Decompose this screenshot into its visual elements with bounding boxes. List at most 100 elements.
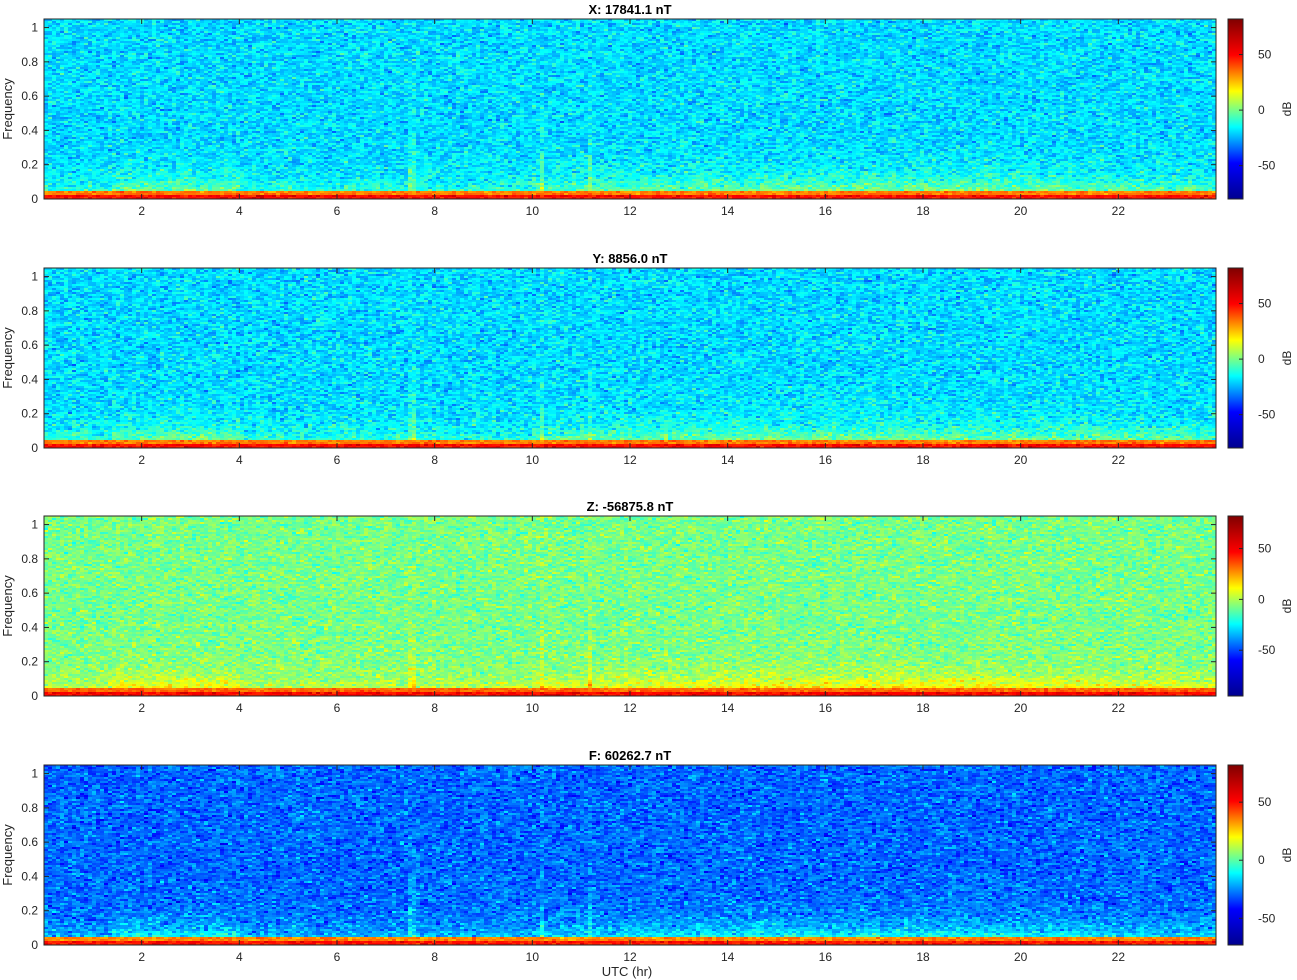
x-tick-label: 10 <box>526 701 540 715</box>
y-tick-label: 1 <box>31 270 38 284</box>
y-tick-label: 0.4 <box>21 869 38 883</box>
x-tick-label: 14 <box>721 453 735 467</box>
colorbar <box>1228 268 1243 448</box>
y-tick-label: 0 <box>31 192 38 206</box>
y-tick-label: 0.4 <box>21 372 38 386</box>
x-tick-label: 4 <box>236 204 243 218</box>
colorbar-tick-label: 0 <box>1258 352 1265 366</box>
colorbar-tick-label: 50 <box>1258 297 1272 311</box>
y-axis-label: Frequency <box>0 824 15 886</box>
x-tick-label: 18 <box>916 701 930 715</box>
colorbar <box>1228 765 1243 945</box>
x-tick-label: 6 <box>334 950 341 964</box>
x-tick-label: 6 <box>334 453 341 467</box>
x-tick-label: 20 <box>1014 453 1028 467</box>
y-tick-label: 0.6 <box>21 338 38 352</box>
y-tick-label: 0.8 <box>21 801 38 815</box>
x-tick-label: 12 <box>623 204 637 218</box>
y-axis-label: Frequency <box>0 78 15 140</box>
spectrogram-panel-2: 2 4 6 8 10 12 14 16 18 20 22 0 0.2 0.4 0.6 0.8 1 Y: 8856.… <box>0 251 1294 467</box>
x-tick-label: 10 <box>526 950 540 964</box>
colorbar-label: dB <box>1280 848 1294 863</box>
x-tick-label: 14 <box>721 701 735 715</box>
colorbar-tick-label: 50 <box>1258 542 1272 556</box>
y-tick-label: 0 <box>31 938 38 952</box>
y-tick-label: 0 <box>31 689 38 703</box>
x-tick-label: 14 <box>721 950 735 964</box>
y-tick-label: 0.8 <box>21 304 38 318</box>
y-tick-label: 0.8 <box>21 552 38 566</box>
x-tick-label: 12 <box>623 453 637 467</box>
x-tick-label: 12 <box>623 701 637 715</box>
x-tick-label: 4 <box>236 950 243 964</box>
y-tick-label: 0.6 <box>21 835 38 849</box>
x-tick-label: 18 <box>916 453 930 467</box>
y-tick-label: 1 <box>31 518 38 532</box>
spectrogram-image <box>44 516 1216 696</box>
x-tick-label: 2 <box>138 701 145 715</box>
colorbar-label: dB <box>1280 599 1294 614</box>
y-tick-label: 1 <box>31 767 38 781</box>
y-tick-label: 0.8 <box>21 55 38 69</box>
x-axis-label: UTC (hr) <box>602 964 653 979</box>
y-tick-label: 0 <box>31 441 38 455</box>
colorbar-frame <box>1227 515 1244 697</box>
x-tick-label: 8 <box>431 453 438 467</box>
colorbar-tick-label: -50 <box>1258 643 1276 657</box>
y-axis-label: Frequency <box>0 327 15 389</box>
colorbar-tick-label: 50 <box>1258 795 1272 809</box>
colorbar-label: dB <box>1280 102 1294 117</box>
colorbar-frame <box>1227 18 1244 200</box>
x-tick-label: 14 <box>721 204 735 218</box>
x-tick-label: 18 <box>916 950 930 964</box>
colorbar-tick-label: 0 <box>1258 853 1265 867</box>
x-tick-label: 22 <box>1112 204 1126 218</box>
y-tick-label: 0.2 <box>21 407 38 421</box>
spectrogram-panel-4: 2 4 6 8 10 12 14 16 18 20 22 0 0.2 0.4 0.6 0.8 1 F: 60262… <box>0 748 1294 964</box>
spectrogram-panel-1: 2 4 6 8 10 12 14 16 18 20 22 0 0.2 0.4 0.6 0.8 1 X: 17841… <box>0 2 1294 218</box>
colorbar-frame <box>1227 267 1244 449</box>
panel-title: X: 17841.1 nT <box>588 2 671 17</box>
colorbar-label: dB <box>1280 351 1294 366</box>
x-tick-label: 6 <box>334 701 341 715</box>
x-tick-label: 6 <box>334 204 341 218</box>
x-tick-label: 2 <box>138 950 145 964</box>
panel-title: Z: -56875.8 nT <box>587 499 674 514</box>
y-tick-label: 0.2 <box>21 904 38 918</box>
spectrogram-image <box>44 765 1216 945</box>
x-tick-label: 10 <box>526 204 540 218</box>
colorbar-tick-label: -50 <box>1258 408 1276 422</box>
x-tick-label: 20 <box>1014 204 1028 218</box>
panel-title: Y: 8856.0 nT <box>593 251 668 266</box>
x-tick-label: 12 <box>623 950 637 964</box>
x-tick-label: 16 <box>819 453 833 467</box>
x-tick-label: 16 <box>819 950 833 964</box>
y-tick-label: 0.2 <box>21 158 38 172</box>
colorbar <box>1228 19 1243 199</box>
colorbar-tick-label: -50 <box>1258 911 1276 925</box>
colorbar-frame <box>1227 764 1244 946</box>
y-tick-label: 0.4 <box>21 123 38 137</box>
x-tick-label: 16 <box>819 204 833 218</box>
x-tick-label: 22 <box>1112 701 1126 715</box>
y-axis-label: Frequency <box>0 575 15 637</box>
spectrogram-panel-3: 2 4 6 8 10 12 14 16 18 20 22 0 0.2 0.4 0.6 0.8 1 Z: -5687… <box>0 499 1294 715</box>
y-tick-label: 0.6 <box>21 586 38 600</box>
spectrogram-image <box>44 268 1216 448</box>
x-tick-label: 22 <box>1112 453 1126 467</box>
x-tick-label: 8 <box>431 950 438 964</box>
x-tick-label: 20 <box>1014 701 1028 715</box>
x-tick-label: 2 <box>138 453 145 467</box>
panel-title: F: 60262.7 nT <box>589 748 671 763</box>
x-tick-label: 8 <box>431 701 438 715</box>
colorbar-tick-label: -50 <box>1258 159 1276 173</box>
y-tick-label: 0.4 <box>21 620 38 634</box>
y-tick-label: 1 <box>31 21 38 35</box>
colorbar-tick-label: 0 <box>1258 103 1265 117</box>
spectrogram-image <box>44 19 1216 199</box>
x-tick-label: 16 <box>819 701 833 715</box>
x-tick-label: 2 <box>138 204 145 218</box>
colorbar-tick-label: 0 <box>1258 592 1265 606</box>
x-tick-label: 22 <box>1112 950 1126 964</box>
